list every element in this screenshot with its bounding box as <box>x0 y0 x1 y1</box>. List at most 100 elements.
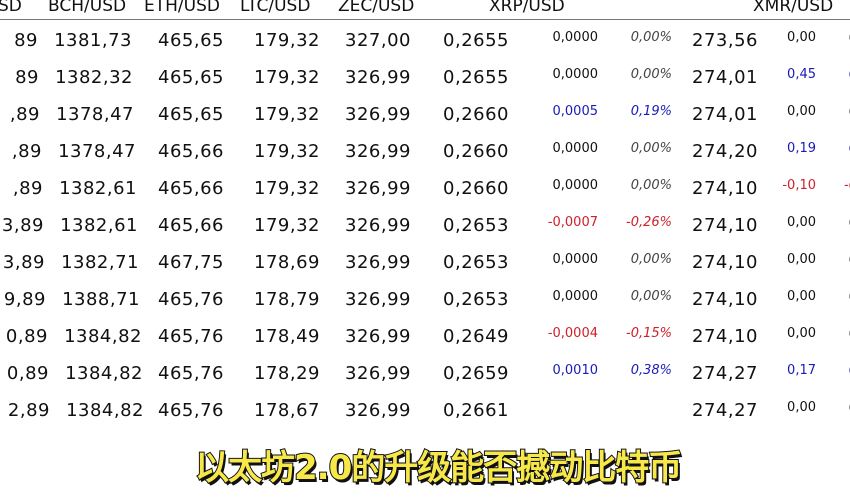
cell-zec[interactable]: 326,99 <box>345 326 411 347</box>
cell-eth[interactable]: 465,65 <box>158 104 224 125</box>
cell-xrp-pct[interactable]: 0,00% <box>630 252 672 267</box>
cell-zec[interactable]: 326,99 <box>345 400 411 421</box>
cell-xrp-pct[interactable]: 0,00% <box>630 141 672 156</box>
cell-xmr-chg[interactable]: 0,45 <box>787 67 816 82</box>
cell-zec[interactable]: 326,99 <box>345 141 411 162</box>
cell-eth[interactable]: 465,76 <box>158 400 224 421</box>
cell-zec[interactable]: 326,99 <box>345 178 411 199</box>
cell-xmr[interactable]: 274,27 <box>692 363 758 384</box>
cell-btc[interactable]: 3,89 <box>2 252 45 273</box>
cell-xrp[interactable]: 0,2660 <box>443 104 509 125</box>
cell-xrp-chg[interactable]: 0,0000 <box>552 289 599 304</box>
cell-xmr-chg[interactable]: 0,00 <box>787 289 816 304</box>
cell-xmr-chg[interactable]: 0,00 <box>787 30 816 45</box>
cell-eth[interactable]: 465,65 <box>158 67 224 88</box>
cell-xmr-pct[interactable]: 0,00% <box>849 215 850 230</box>
cell-bch[interactable]: 1382,61 <box>59 178 137 199</box>
cell-xmr-chg[interactable]: 0,19 <box>787 141 816 156</box>
cell-bch[interactable]: 1378,47 <box>56 104 134 125</box>
cell-zec[interactable]: 326,99 <box>345 104 411 125</box>
cell-eth[interactable]: 465,66 <box>158 141 224 162</box>
cell-bch[interactable]: 1388,71 <box>62 289 140 310</box>
cell-btc[interactable]: 0,89 <box>6 363 49 384</box>
cell-xrp-chg[interactable]: 0,0000 <box>552 30 599 45</box>
cell-xrp[interactable]: 0,2649 <box>443 326 509 347</box>
cell-xrp-pct[interactable]: 0,00% <box>630 289 672 304</box>
cell-eth[interactable]: 465,66 <box>158 215 224 236</box>
cell-xmr-pct[interactable]: -0,04% <box>844 178 850 193</box>
cell-ltc[interactable]: 179,32 <box>254 178 320 199</box>
cell-ltc[interactable]: 179,32 <box>254 104 320 125</box>
cell-xrp[interactable]: 0,2653 <box>443 215 509 236</box>
cell-eth[interactable]: 465,65 <box>158 30 224 51</box>
cell-btc[interactable]: ,89 <box>12 178 43 199</box>
cell-zec[interactable]: 327,00 <box>345 30 411 51</box>
cell-xmr[interactable]: 274,10 <box>692 289 758 310</box>
cell-xmr-chg[interactable]: 0,00 <box>787 104 816 119</box>
cell-xmr-pct[interactable]: 0,00% <box>849 252 850 267</box>
cell-btc[interactable]: 9,89 <box>3 289 46 310</box>
cell-ltc[interactable]: 178,79 <box>254 289 320 310</box>
cell-xrp-pct[interactable]: 0,19% <box>630 104 672 119</box>
cell-xrp[interactable]: 0,2655 <box>443 30 509 51</box>
cell-ltc[interactable]: 178,29 <box>254 363 320 384</box>
cell-ltc[interactable]: 178,49 <box>254 326 320 347</box>
cell-ltc[interactable]: 178,69 <box>254 252 320 273</box>
cell-bch[interactable]: 1382,71 <box>61 252 139 273</box>
cell-bch[interactable]: 1384,82 <box>64 326 142 347</box>
cell-xrp[interactable]: 0,2655 <box>443 67 509 88</box>
cell-eth[interactable]: 465,76 <box>158 326 224 347</box>
cell-xrp-chg[interactable]: 0,0005 <box>552 104 599 119</box>
cell-btc[interactable]: ,89 <box>9 104 40 125</box>
cell-bch[interactable]: 1382,61 <box>60 215 138 236</box>
cell-bch[interactable]: 1378,47 <box>58 141 136 162</box>
cell-btc[interactable]: 89 <box>15 67 39 88</box>
cell-eth[interactable]: 465,66 <box>158 178 224 199</box>
cell-xrp-chg[interactable]: -0,0007 <box>547 215 598 230</box>
cell-xmr[interactable]: 274,10 <box>692 178 758 199</box>
cell-zec[interactable]: 326,99 <box>345 289 411 310</box>
cell-xmr-chg[interactable]: 0,00 <box>787 252 816 267</box>
cell-xmr-chg[interactable]: 0,00 <box>787 326 816 341</box>
cell-xrp[interactable]: 0,2660 <box>443 178 509 199</box>
cell-btc[interactable]: 3,89 <box>1 215 44 236</box>
cell-xrp-chg[interactable]: 0,0000 <box>552 178 599 193</box>
cell-xmr-pct[interactable]: 0,00% <box>849 104 850 119</box>
cell-xmr[interactable]: 274,27 <box>692 400 758 421</box>
cell-zec[interactable]: 326,99 <box>345 363 411 384</box>
cell-xmr[interactable]: 274,10 <box>692 252 758 273</box>
cell-xmr[interactable]: 274,01 <box>692 104 758 125</box>
cell-xrp-chg[interactable]: 0,0010 <box>552 363 599 378</box>
cell-xmr-pct[interactable]: 0,16% <box>849 67 850 82</box>
cell-xrp[interactable]: 0,2653 <box>443 252 509 273</box>
cell-xrp-pct[interactable]: -0,15% <box>626 326 672 341</box>
cell-ltc[interactable]: 179,32 <box>254 67 320 88</box>
cell-eth[interactable]: 467,75 <box>158 252 224 273</box>
cell-xrp-pct[interactable]: 0,00% <box>630 67 672 82</box>
cell-xmr-pct[interactable]: 0,06% <box>849 363 850 378</box>
cell-xmr-pct[interactable]: 0,00% <box>849 400 850 415</box>
cell-xmr-chg[interactable]: 0,00 <box>787 400 816 415</box>
cell-xrp[interactable]: 0,2653 <box>443 289 509 310</box>
cell-xrp-chg[interactable]: 0,0000 <box>552 141 599 156</box>
cell-xmr[interactable]: 274,10 <box>692 326 758 347</box>
cell-ltc[interactable]: 178,67 <box>254 400 320 421</box>
cell-btc[interactable]: 89 <box>14 30 38 51</box>
cell-bch[interactable]: 1382,32 <box>55 67 133 88</box>
cell-xmr[interactable]: 274,01 <box>692 67 758 88</box>
cell-xmr-pct[interactable]: 0,00% <box>849 30 850 45</box>
cell-xrp-pct[interactable]: 0,00% <box>630 30 672 45</box>
cell-eth[interactable]: 465,76 <box>158 289 224 310</box>
cell-xrp[interactable]: 0,2659 <box>443 363 509 384</box>
cell-xmr-pct[interactable]: 0,00% <box>849 326 850 341</box>
cell-xmr[interactable]: 273,56 <box>692 30 758 51</box>
cell-btc[interactable]: 0,89 <box>5 326 48 347</box>
cell-xrp-chg[interactable]: -0,0004 <box>547 326 598 341</box>
cell-zec[interactable]: 326,99 <box>345 215 411 236</box>
cell-bch[interactable]: 1384,82 <box>66 400 144 421</box>
cell-btc[interactable]: ,89 <box>11 141 42 162</box>
cell-xmr-chg[interactable]: 0,17 <box>787 363 816 378</box>
cell-xmr-pct[interactable]: 0,07% <box>849 141 850 156</box>
cell-ltc[interactable]: 179,32 <box>254 215 320 236</box>
cell-xmr-chg[interactable]: 0,00 <box>787 215 816 230</box>
